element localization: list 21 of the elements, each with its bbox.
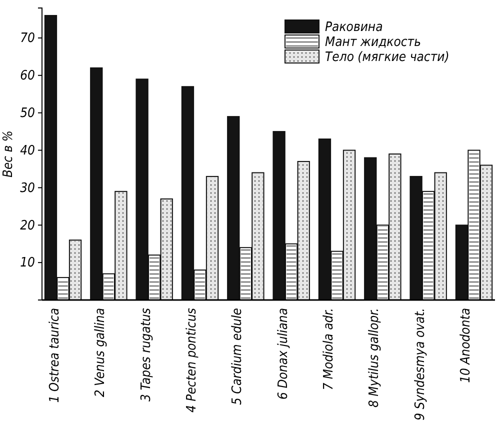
x-tick-label: 4 Pecten ponticus [184, 308, 200, 413]
y-tick-label: 30 [20, 180, 35, 196]
y-tick-label: 40 [20, 143, 35, 158]
y-tick-label: 60 [20, 68, 35, 84]
y-axis-title: Вес в % [1, 130, 16, 178]
x-tick-label: 10 Anodonta [458, 308, 474, 383]
x-tick-label: 6 Donax juliana [276, 308, 291, 400]
y-tick-label: 20 [20, 218, 35, 234]
x-tick-label: 7 Modiola adr. [321, 308, 336, 390]
legend-label: Мант жидкость [325, 35, 422, 50]
x-tick-label: 8 Mytilus gallopr. [367, 308, 382, 408]
y-tick-label: 10 [20, 256, 35, 271]
x-tick-label: 5 Cardium edule [230, 308, 246, 405]
x-tick-label: 2 Venus gallina [93, 308, 108, 398]
x-tick-label: 3 Tapes rugatus [138, 308, 154, 402]
y-tick-label: 70 [20, 31, 35, 46]
legend-label: Тело (мягкие части) [325, 50, 450, 65]
x-tick-label: 1 Ostrea taurica [47, 308, 62, 403]
x-tick-label: 9 Syndesmya ovat. [412, 308, 428, 420]
legend-label: Раковина [325, 20, 383, 35]
y-tick-label: 50 [20, 106, 35, 121]
